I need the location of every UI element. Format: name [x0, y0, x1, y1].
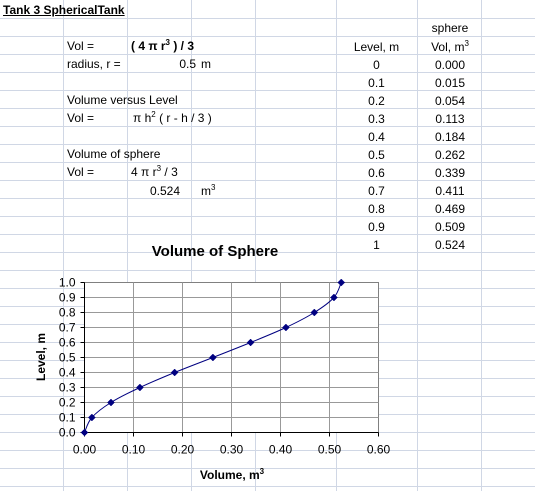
x-tick-label: 0.10 — [122, 443, 146, 457]
vol-formula-part-b: ) / 3 — [169, 39, 194, 53]
volume-vs-level-heading: Volume versus Level — [67, 93, 178, 107]
table-header-volume: Vol, m3 — [418, 39, 482, 55]
y-tick-label: 0.6 — [59, 336, 76, 350]
y-tick-label: 0.1 — [59, 411, 76, 425]
data-point-marker — [170, 368, 179, 377]
x-axis-label-exponent: 3 — [260, 467, 265, 476]
vol2-label: Vol = — [67, 111, 95, 125]
y-tick-label: 1.0 — [59, 276, 76, 290]
table-cell-volume: 0.000 — [434, 58, 466, 72]
vol2-formula-part-a: π h — [133, 111, 152, 125]
sphere-volume-unit-text: m — [201, 184, 211, 198]
radius-label: radius, r = — [67, 57, 121, 71]
table-cell-level: 0 — [373, 58, 380, 72]
chart-title: Volume of Sphere — [152, 243, 278, 260]
table-header-sphere: sphere — [431, 21, 469, 35]
data-point-marker — [80, 428, 89, 437]
x-tick-label: 0.20 — [171, 443, 195, 457]
data-point-marker — [337, 278, 346, 287]
y-tick-label: 0.8 — [59, 306, 76, 320]
table-cell-level: 0.6 — [368, 166, 385, 180]
vol-label: Vol = — [67, 39, 95, 53]
x-tick-label: 0.30 — [220, 443, 244, 457]
table-cell-level: 0.9 — [368, 220, 385, 234]
table-cell-level: 0.3 — [368, 112, 385, 126]
table-header-volume-exponent: 3 — [464, 39, 469, 48]
series-markers — [80, 278, 346, 437]
chart-gridlines — [80, 282, 379, 437]
vol2-formula-exponent: 2 — [151, 110, 156, 119]
table-cell-volume: 0.184 — [434, 130, 466, 144]
table-cell-volume: 0.339 — [434, 166, 466, 180]
x-tick-label: 0.50 — [318, 443, 342, 457]
y-tick-label: 0.5 — [59, 351, 76, 365]
data-point-marker — [246, 338, 255, 347]
table-cell-volume: 0.469 — [434, 202, 466, 216]
x-axis-label: Volume, m3 — [200, 467, 265, 482]
vol3-label: Vol = — [67, 165, 95, 179]
data-point-marker — [209, 353, 217, 362]
y-axis-label: Level, m — [34, 333, 48, 381]
x-axis-label-text: Volume, m — [200, 468, 260, 482]
table-cell-volume: 0.262 — [434, 148, 466, 162]
y-tick-label: 0.7 — [59, 321, 76, 335]
vol3-formula-part-a: 4 π r — [131, 165, 157, 179]
table-cell-level: 0.7 — [368, 184, 385, 198]
vol-formula-part-a: ( 4 π r — [131, 39, 166, 53]
radius-value: 0.5 — [179, 57, 196, 71]
sphere-volume-unit-exponent: 3 — [211, 183, 216, 192]
x-tick-label: 0.00 — [73, 443, 97, 457]
table-cell-level: 0.4 — [368, 130, 385, 144]
table-cell-level: 1 — [373, 238, 380, 252]
sphere-volume-heading: Volume of sphere — [67, 147, 161, 161]
table-cell-volume: 0.113 — [435, 112, 465, 126]
chart-tick-labels: 0.00.10.20.30.40.50.60.70.80.91.0 0.00 0.1… — [59, 276, 391, 457]
x-tick-label: 0.40 — [269, 443, 293, 457]
sphere-volume-unit: m3 — [201, 183, 216, 199]
x-tick-label: 0.60 — [367, 443, 391, 457]
table-cell-volume: 0.054 — [434, 94, 466, 108]
table-cell-level: 0.1 — [368, 76, 385, 90]
vol3-formula: 4 π r3 / 3 — [131, 164, 178, 180]
data-point-marker — [107, 398, 115, 407]
data-point-marker — [87, 413, 96, 422]
sheet-title: Tank 3 SphericalTank — [3, 3, 125, 17]
data-point-marker — [330, 293, 338, 302]
data-point-marker — [282, 323, 290, 332]
y-tick-label: 0.3 — [59, 381, 76, 395]
vol3-formula-exponent: 3 — [156, 164, 162, 173]
y-tick-label: 0.4 — [59, 366, 76, 380]
table-header-volume-text: Vol, m — [431, 40, 465, 54]
data-point-marker — [310, 308, 319, 317]
vol2-formula: π h2 ( r - h / 3 ) — [133, 110, 212, 126]
table-cell-volume: 0.015 — [434, 76, 466, 90]
y-tick-label: 0.2 — [59, 396, 76, 410]
sphere-volume-value: 0.524 — [149, 184, 180, 198]
vol-formula-exponent: 3 — [165, 38, 170, 47]
vol-formula: ( 4 π r3 ) / 3 — [131, 38, 194, 54]
table-cell-level: 0.8 — [368, 202, 385, 216]
vol3-formula-part-b: / 3 — [161, 165, 178, 179]
table-cell-volume: 0.524 — [434, 238, 466, 252]
radius-unit: m — [201, 57, 211, 71]
y-tick-label: 0.9 — [59, 291, 76, 305]
vol2-formula-part-b: ( r - h / 3 ) — [155, 111, 212, 125]
table-cell-volume: 0.509 — [434, 220, 466, 234]
table-header-level: Level, m — [353, 40, 400, 54]
table-cell-level: 0.5 — [368, 148, 385, 162]
table-cell-volume: 0.411 — [435, 184, 465, 198]
y-tick-label: 0.0 — [59, 426, 76, 440]
data-point-marker — [136, 383, 144, 392]
table-cell-level: 0.2 — [368, 94, 385, 108]
